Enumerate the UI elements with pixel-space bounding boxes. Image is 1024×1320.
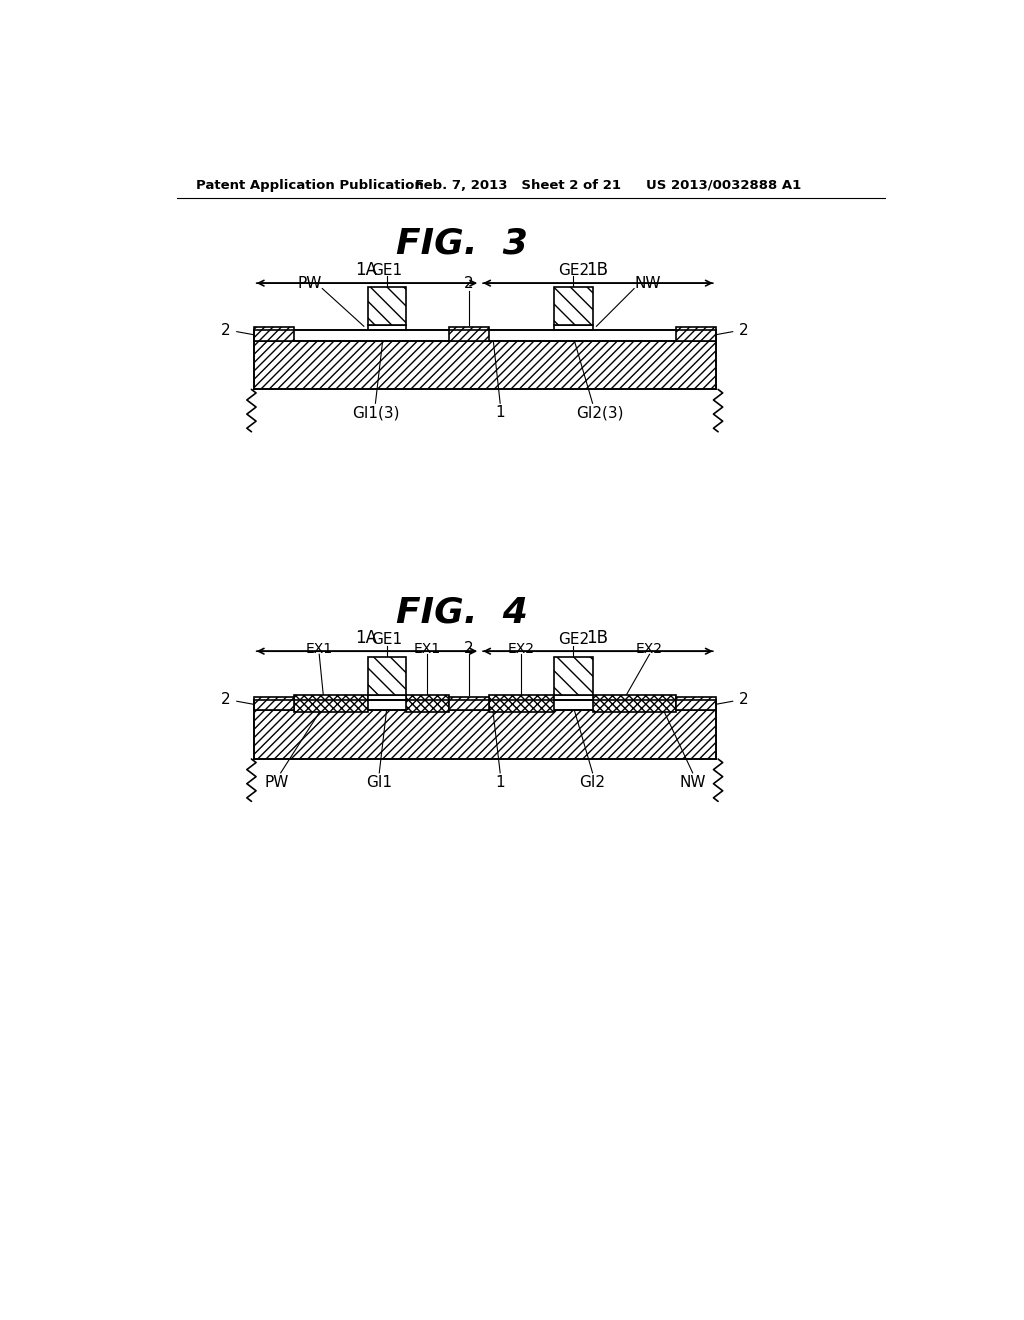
Bar <box>368 286 407 326</box>
Text: GI1(3): GI1(3) <box>351 405 399 420</box>
Bar <box>254 330 716 341</box>
Text: 2: 2 <box>464 276 473 290</box>
Bar <box>488 696 554 711</box>
Text: 1: 1 <box>496 775 505 789</box>
Text: 2: 2 <box>221 322 230 338</box>
Bar <box>294 696 368 711</box>
Text: Feb. 7, 2013   Sheet 2 of 21: Feb. 7, 2013 Sheet 2 of 21 <box>416 178 622 191</box>
Bar <box>254 341 716 389</box>
Text: FIG.  4: FIG. 4 <box>395 595 527 630</box>
Text: 1A: 1A <box>355 261 377 279</box>
Text: PW: PW <box>298 276 323 290</box>
Bar <box>368 656 407 696</box>
Bar <box>676 697 716 710</box>
Bar <box>676 327 716 341</box>
Text: 1: 1 <box>496 405 505 420</box>
Bar <box>449 327 488 341</box>
Text: FIG.  3: FIG. 3 <box>395 226 527 260</box>
Text: 2: 2 <box>221 692 230 708</box>
Text: PW: PW <box>264 775 289 789</box>
Bar <box>593 696 676 711</box>
Bar <box>676 697 716 710</box>
Bar <box>254 327 294 341</box>
Bar <box>407 696 449 711</box>
Bar <box>254 700 716 710</box>
Text: US 2013/0032888 A1: US 2013/0032888 A1 <box>646 178 802 191</box>
Bar <box>676 327 716 341</box>
Text: Patent Application Publication: Patent Application Publication <box>196 178 424 191</box>
Text: NW: NW <box>635 276 662 290</box>
Text: GE2: GE2 <box>558 263 589 277</box>
Text: 1A: 1A <box>355 630 377 647</box>
Text: GE2: GE2 <box>558 632 589 647</box>
Text: 2: 2 <box>464 642 473 656</box>
Bar <box>294 696 368 711</box>
Bar <box>593 696 676 711</box>
Text: GI1: GI1 <box>367 775 392 789</box>
Bar <box>554 696 593 700</box>
Bar <box>254 697 294 710</box>
Bar <box>449 697 488 710</box>
Text: 2: 2 <box>739 322 749 338</box>
Text: EX1: EX1 <box>414 642 441 656</box>
Text: 1B: 1B <box>586 261 608 279</box>
Text: EX2: EX2 <box>508 642 535 656</box>
Text: EX1: EX1 <box>305 642 333 656</box>
Bar <box>449 327 488 341</box>
Bar <box>368 696 407 700</box>
Bar <box>254 327 294 341</box>
Bar <box>449 697 488 710</box>
Text: EX2: EX2 <box>636 642 664 656</box>
Bar <box>254 710 716 759</box>
Text: 1B: 1B <box>586 630 608 647</box>
Bar <box>407 696 449 711</box>
Bar <box>368 286 407 326</box>
Bar <box>554 656 593 696</box>
Text: GI2: GI2 <box>580 775 605 789</box>
Bar <box>488 696 554 711</box>
Bar <box>554 286 593 326</box>
Text: NW: NW <box>679 775 706 789</box>
Bar <box>368 326 407 330</box>
Bar <box>254 697 294 710</box>
Text: GI2(3): GI2(3) <box>577 405 624 420</box>
Text: GE1: GE1 <box>372 632 402 647</box>
Bar <box>554 656 593 696</box>
Bar <box>368 656 407 696</box>
Text: 2: 2 <box>739 692 749 708</box>
Bar <box>554 286 593 326</box>
Text: GE1: GE1 <box>372 263 402 277</box>
Bar <box>554 326 593 330</box>
